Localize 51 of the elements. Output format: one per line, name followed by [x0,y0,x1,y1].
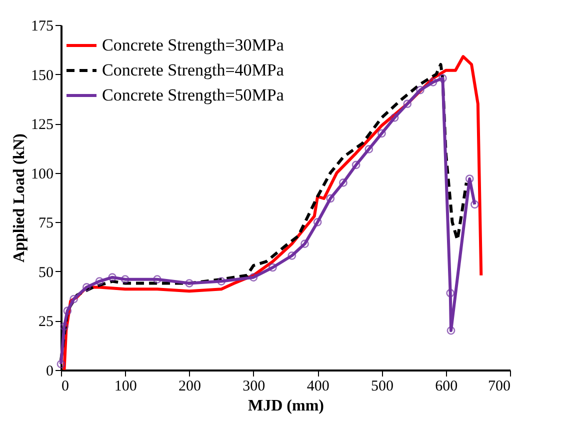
x-tick-label: 300 [242,378,266,394]
x-tick-label: 0 [62,378,69,394]
x-tick-label: 700 [488,378,510,394]
point [390,113,399,122]
x-tick-label: 100 [114,378,137,394]
y-tick-label: 125 [31,117,54,134]
point [300,240,309,248]
point [403,100,412,108]
point [185,279,194,288]
point [470,200,479,209]
x-axis-title: MJD (mm) [248,398,324,414]
y-tick-label: 100 [31,166,54,182]
point [108,273,116,282]
x-tick-label: 600 [435,378,458,394]
y-tick-label: 175 [31,18,54,34]
point [428,78,438,86]
point [438,74,447,82]
y-tick-label: 25 [38,314,54,330]
point [268,263,277,272]
y-tick-label: 75 [38,216,54,232]
point [217,277,226,286]
legend-label: Concrete Strength=30MPa [102,36,284,54]
point [288,251,296,260]
point [465,174,474,183]
y-tick-label: 0 [46,364,54,380]
point [446,326,456,335]
point [95,277,104,286]
point [378,129,386,138]
point [364,145,374,154]
point [63,306,72,316]
x-tick-label: 200 [178,378,202,394]
point [313,218,322,226]
point [70,294,78,304]
point [60,322,68,331]
point [326,194,335,203]
legend-label: Concrete Strength=50MPa [102,86,284,104]
x-tick-label: 500 [370,378,394,394]
y-tick-label: 150 [31,68,54,84]
legend-label: Concrete Strength=40MPa [102,60,284,80]
point [339,178,348,187]
point [56,360,66,368]
point [446,288,455,298]
point [352,160,360,170]
x-tick-label: 400 [306,378,330,394]
y-axis-title: Applied Load (kN) [11,134,28,262]
point [82,283,91,292]
point [153,275,162,284]
point [416,86,424,94]
point [120,275,130,284]
y-tick-label: 50 [38,264,54,281]
point [249,273,258,282]
